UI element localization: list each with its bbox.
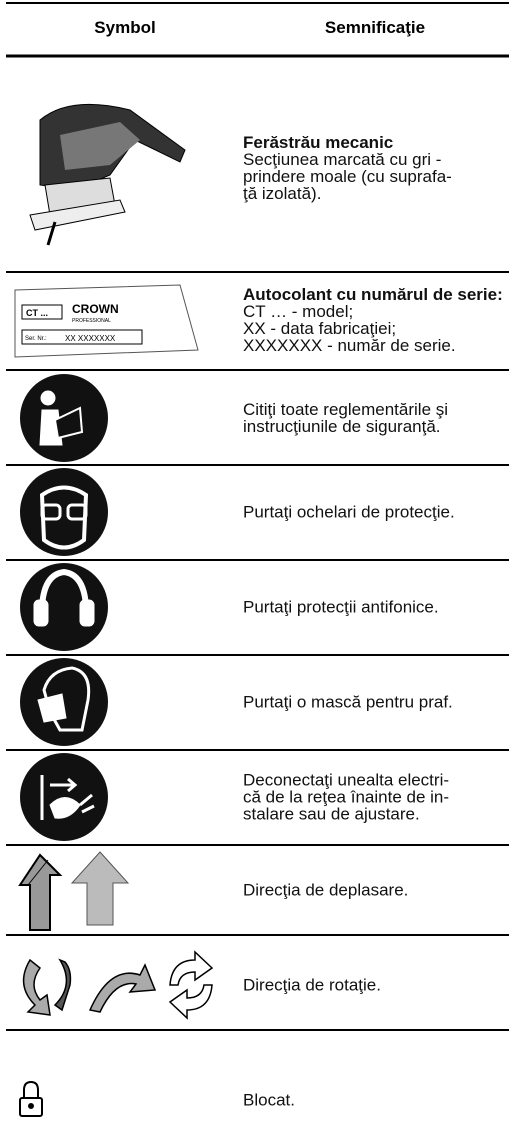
row-text: Direcţia de rotaţie. (243, 977, 505, 994)
row-text: Direcţia de deplasare. (243, 882, 505, 899)
row-line: Purtaţi protecţii antifonice. (243, 597, 439, 617)
row-line: Purtaţi ochelari de protecţie. (243, 502, 455, 522)
header-symbol: Symbol (94, 18, 156, 37)
row-line: XX - data fabricaţiei; (243, 319, 397, 338)
row-line: ţă izolată). (243, 184, 322, 203)
row-title: Ferăstrău mecanic (243, 133, 394, 152)
row-line: CT … - model; (243, 302, 354, 321)
row-text: Ferăstrău mecanic Secţiunea marcată cu gr… (243, 134, 505, 202)
sticker-brand: CROWN (72, 302, 119, 316)
row-line: Blocat. (243, 1090, 295, 1110)
row-text: Blocat. (243, 1092, 505, 1109)
row-text: Purtaţi protecţii antifonice. (243, 599, 505, 616)
row-line: Deconectaţi unealta electri- (243, 770, 450, 790)
row-line: Citiţi toate reglementările şi (243, 400, 449, 419)
sticker-serial-label: Ser. Nr.: (25, 336, 47, 342)
row-line: instrucţiunile de siguranţă. (243, 417, 441, 436)
row-line: Secţiunea marcată cu gri - (243, 150, 442, 169)
row-text: Deconectaţi unealta electri-că de la reţ… (243, 772, 505, 823)
header-meaning: Semnificaţie (324, 18, 426, 37)
sticker-serial: XX XXXXXXX (65, 334, 116, 343)
row-line: XXXXXXX - număr de serie. (243, 336, 456, 355)
row-line: Direcţia de rotaţie. (243, 975, 381, 995)
row-title: Autocolant cu numărul de serie: (243, 285, 503, 304)
row-line: prindere moale (cu suprafa- (243, 167, 452, 186)
row-line: Direcţia de deplasare. (243, 880, 409, 900)
row-text: Purtaţi o mască pentru praf. (243, 694, 505, 711)
sticker-brand-sub: PROFESSIONAL (72, 318, 111, 324)
sticker-icon: CT ... Ser. Nr.: XX XXXXXXX CROWN PROFES… (14, 284, 199, 358)
row-text: Purtaţi ochelari de protecţie. (243, 504, 505, 521)
sticker-model: CT ... (26, 308, 48, 318)
row-text: Citiţi toate reglementările şi instrucţiu… (243, 401, 505, 435)
row-line: Purtaţi o mască pentru praf. (243, 692, 453, 712)
row-line: stalare sau de ajustare. (243, 804, 420, 824)
jigsaw-icon (29, 103, 186, 246)
row-text: Autocolant cu numărul de serie: CT … - mo… (243, 286, 505, 354)
row-line: că de la reţea înainte de in- (243, 787, 450, 807)
